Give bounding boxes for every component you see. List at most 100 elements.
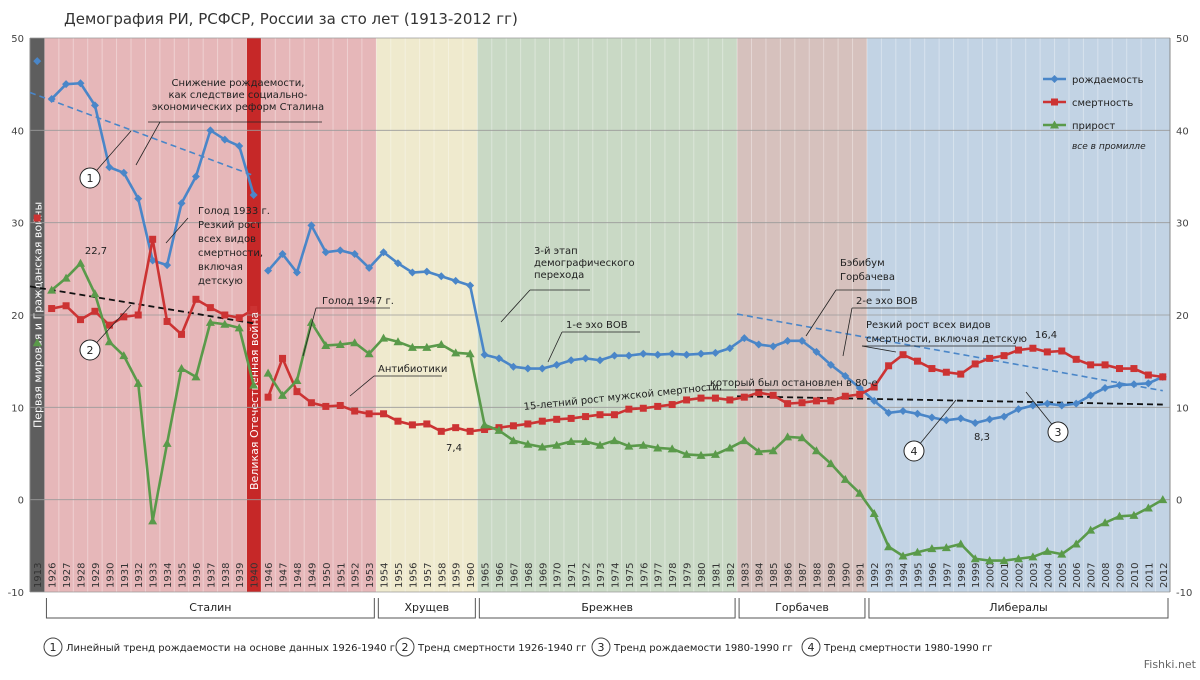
data-point xyxy=(437,427,445,435)
trend-circle xyxy=(79,339,101,361)
data-point xyxy=(956,414,965,423)
data-point xyxy=(278,250,287,259)
chart-title: Демография РИ, РСФСР, России за сто лет … xyxy=(64,10,518,28)
data-point xyxy=(77,316,85,324)
footnote-text: Тренд рождаемости 1980-1990 гг xyxy=(613,643,793,654)
annotation-leader xyxy=(805,289,837,337)
annotation-famine-1933: Резкий рост xyxy=(198,220,262,231)
data-point xyxy=(553,415,561,423)
era-bracket xyxy=(738,598,866,619)
data-point xyxy=(913,357,921,365)
data-point xyxy=(1057,401,1066,410)
data-point xyxy=(393,259,402,268)
data-point xyxy=(1058,347,1066,355)
data-point xyxy=(899,407,908,416)
x-tick-label: 1957 xyxy=(423,563,434,588)
data-point xyxy=(1130,365,1138,373)
data-point xyxy=(177,199,186,208)
data-point xyxy=(999,556,1009,565)
data-point xyxy=(870,383,878,391)
data-point xyxy=(134,194,143,203)
x-tick-label: 1970 xyxy=(553,563,564,588)
data-point xyxy=(869,509,879,518)
data-point xyxy=(336,401,344,409)
x-tick-label: 1975 xyxy=(625,563,636,588)
x-tick-label: 1950 xyxy=(322,563,333,588)
data-point xyxy=(1042,546,1052,555)
trend-circle-label: 2 xyxy=(87,344,94,357)
y-tick-label: 20 xyxy=(11,311,24,322)
x-tick-label: 1932 xyxy=(134,563,145,588)
data-point xyxy=(379,248,388,257)
x-tick-label: 2012 xyxy=(1159,563,1170,588)
x-tick-label: 1928 xyxy=(77,563,88,588)
data-point xyxy=(567,356,576,365)
data-point xyxy=(119,351,129,360)
footnote-text: Тренд смертности 1980-1990 гг xyxy=(823,643,992,654)
x-tick-label: 1967 xyxy=(509,563,520,588)
data-point xyxy=(1143,503,1153,512)
x-tick-label: 1933 xyxy=(149,563,160,588)
annotation-famine-1933: смертности, xyxy=(198,248,263,259)
data-point xyxy=(163,261,172,270)
footnote-circle xyxy=(591,637,611,657)
x-tick-label: 1949 xyxy=(307,563,318,588)
data-point xyxy=(1013,554,1023,563)
data-point xyxy=(942,416,951,425)
trend-line xyxy=(737,395,1163,406)
data-point xyxy=(596,411,604,419)
data-point xyxy=(451,276,460,285)
era-label: Хрущев xyxy=(405,601,450,614)
annotation-male-mortality-2: который был остановлен в 80-е xyxy=(710,378,878,389)
x-tick-label: 1999 xyxy=(971,563,982,588)
annotation-death-rise: Резкий рост всех видов xyxy=(866,320,991,331)
data-point xyxy=(855,383,864,392)
x-tick-label: 2010 xyxy=(1130,563,1141,588)
x-tick-label: 1952 xyxy=(351,563,362,588)
y-tick-label: 0 xyxy=(18,496,24,507)
data-point xyxy=(538,364,547,373)
data-point xyxy=(494,354,503,363)
data-point xyxy=(250,305,258,313)
data-point xyxy=(480,420,490,429)
annotation-famine-1933: детскую xyxy=(198,276,243,287)
era-label: Либералы xyxy=(989,601,1047,614)
data-point xyxy=(178,330,186,338)
data-point xyxy=(726,396,734,404)
data-point xyxy=(942,368,950,376)
x-tick-label: 1938 xyxy=(221,563,232,588)
x-tick-label: 2003 xyxy=(1029,563,1040,588)
annotation-stalin: экономических реформ Сталина xyxy=(152,102,324,113)
data-point xyxy=(841,392,849,400)
data-point xyxy=(769,342,778,351)
legend-note: все в промилле xyxy=(1072,142,1146,152)
data-point xyxy=(1057,549,1067,558)
data-point xyxy=(639,349,648,358)
x-tick-label: 1976 xyxy=(639,563,650,588)
x-tick-label: 1926 xyxy=(48,563,59,588)
data-point xyxy=(740,334,749,343)
data-point xyxy=(582,413,590,421)
data-point xyxy=(610,411,618,419)
data-point xyxy=(754,340,763,349)
x-tick-label: 1960 xyxy=(466,563,477,588)
data-point xyxy=(321,340,331,349)
annotation-stalin: Снижение рождаемости, xyxy=(172,78,305,89)
data-point xyxy=(220,319,230,328)
data-point xyxy=(365,263,374,272)
y-tick-label-right: 30 xyxy=(1176,219,1189,230)
data-point xyxy=(1115,365,1123,373)
data-point xyxy=(524,420,532,428)
data-label: 8,3 xyxy=(974,432,990,443)
data-point xyxy=(682,350,691,359)
data-point xyxy=(884,408,893,417)
x-tick-label: 1993 xyxy=(885,563,896,588)
trend-circle-label: 4 xyxy=(911,445,918,458)
x-tick-label: 1982 xyxy=(726,563,737,588)
data-point xyxy=(826,459,836,468)
data-point xyxy=(885,362,893,370)
data-point xyxy=(90,101,99,110)
data-point xyxy=(912,547,922,556)
data-point xyxy=(811,446,821,455)
data-point xyxy=(162,438,172,447)
